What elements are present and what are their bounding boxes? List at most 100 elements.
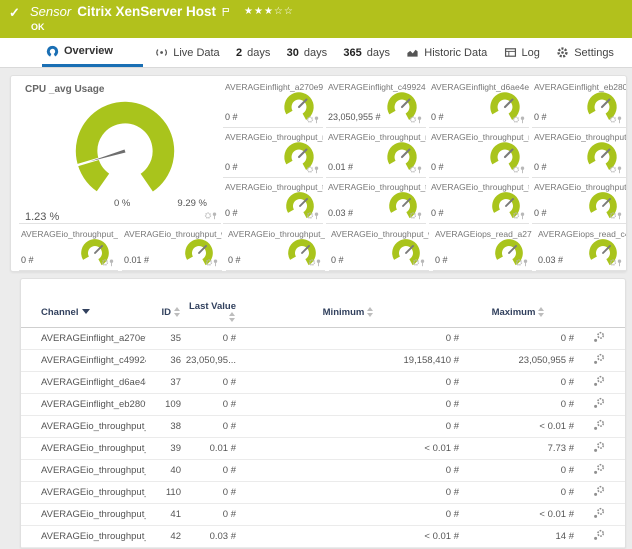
channel-label: AVERAGEio_throughput_write...	[124, 229, 222, 239]
channel-settings-button[interactable]	[576, 353, 621, 368]
tile-gear-and-pin-icons[interactable]	[512, 211, 526, 220]
cpu-gauge-tile[interactable]: CPU _avg Usage 0 % 9.29 % 1.23 %	[19, 81, 221, 224]
chart-icon	[407, 49, 418, 57]
tile-gear-and-pin-icons[interactable]	[609, 258, 623, 267]
tab-overview[interactable]: Overview	[42, 38, 143, 67]
column-header-maximum[interactable]: Maximum	[461, 307, 576, 318]
gauge-tile[interactable]: AVERAGEio_throughput_total... 0 #	[223, 181, 323, 224]
cell-id: 35	[170, 333, 181, 344]
tile-gear-and-pin-icons[interactable]	[609, 211, 623, 220]
cell-maximum: < 0.01 #	[539, 421, 574, 432]
gauge-tile[interactable]: AVERAGEio_throughput_read... 0 #	[223, 131, 323, 178]
gauge-tile[interactable]: AVERAGEinflight_d6ae4e4b 0 #	[429, 81, 529, 128]
gauge-tile[interactable]: AVERAGEiops_read_c499246c 0.03 #	[536, 228, 626, 271]
channel-label: AVERAGEio_throughput_total...	[534, 182, 626, 192]
table-row[interactable]: AVERAGEio_throughput_r... 40 0 # 0 # 0 #	[21, 460, 625, 482]
gauge-tile[interactable]: AVERAGEinflight_eb2809d2 0 #	[532, 81, 626, 128]
gauge-tile[interactable]: AVERAGEio_throughput_write... 0 #	[226, 228, 325, 271]
cell-channel[interactable]: AVERAGEio_throughput_r...	[41, 487, 146, 498]
table-row[interactable]: AVERAGEio_throughput_t... 41 0 # 0 # < 0…	[21, 504, 625, 526]
tab-log[interactable]: Log	[500, 38, 544, 67]
channel-label: AVERAGEio_throughput_total...	[328, 182, 426, 192]
tile-gear-and-pin-icons[interactable]	[306, 115, 320, 124]
gauge-tile[interactable]: AVERAGEio_throughput_write... 0 #	[329, 228, 429, 271]
gauge-tile[interactable]: AVERAGEio_throughput_total... 0 #	[429, 181, 529, 224]
tile-gear-and-pin-icons[interactable]	[308, 258, 322, 267]
channel-settings-button[interactable]	[576, 463, 621, 478]
tile-gear-and-pin-icons[interactable]	[409, 165, 423, 174]
cell-last-value: 0 #	[222, 333, 236, 344]
tab-bar: Overview Live Data 2 days 30 days 365 days …	[0, 38, 632, 68]
status-check-icon: ✓	[9, 5, 20, 20]
channel-settings-button[interactable]	[576, 397, 621, 412]
cell-maximum: 0 #	[560, 377, 574, 388]
gauge-tile[interactable]: AVERAGEio_throughput_read... 0 #	[429, 131, 529, 178]
tile-gear-and-pin-icons[interactable]	[412, 258, 426, 267]
tile-gear-and-pin-icons[interactable]	[609, 115, 623, 124]
column-header-channel[interactable]: Channel	[41, 307, 146, 318]
table-row[interactable]: AVERAGEio_throughput_r... 110 0 # 0 # 0 …	[21, 482, 625, 504]
channel-label: AVERAGEio_throughput_read...	[225, 132, 323, 142]
column-header-last-value[interactable]: Last Value	[181, 301, 236, 323]
priority-stars[interactable]: ★★★☆☆	[244, 6, 294, 17]
gauge-tile[interactable]: AVERAGEio_throughput_write... 0.01 #	[122, 228, 222, 271]
column-header-minimum[interactable]: Minimum	[236, 307, 461, 318]
gauge-tile[interactable]: AVERAGEiops_read_a270e9ff 0 #	[433, 228, 532, 271]
cell-channel[interactable]: AVERAGEinflight_eb2809d2	[41, 399, 146, 410]
table-row[interactable]: AVERAGEinflight_eb2809d2 109 0 # 0 # 0 #	[21, 394, 625, 416]
column-header-id[interactable]: ID	[146, 307, 181, 318]
cell-minimum: 0 #	[445, 333, 459, 344]
flag-icon[interactable]	[222, 6, 230, 18]
tab-historic-data[interactable]: Historic Data	[402, 38, 491, 67]
cell-minimum: < 0.01 #	[424, 443, 459, 454]
tile-gear-and-pin-icons[interactable]	[512, 165, 526, 174]
sort-desc-icon	[82, 309, 91, 315]
tile-gear-and-pin-icons[interactable]	[101, 258, 115, 267]
tab-2-days[interactable]: 2 days	[235, 46, 271, 59]
cell-channel[interactable]: AVERAGEinflight_a270e9ff	[41, 333, 146, 344]
sensor-type-label: Sensor	[30, 4, 72, 19]
tab-settings[interactable]: Settings	[552, 38, 618, 67]
cell-channel[interactable]: AVERAGEinflight_d6ae4e4b	[41, 377, 146, 388]
tile-gear-and-pin-icons[interactable]	[306, 211, 320, 220]
channel-settings-button[interactable]	[576, 331, 621, 346]
table-row[interactable]: AVERAGEinflight_c499246c 36 23,050,95...…	[21, 350, 625, 372]
gauge-tile[interactable]: AVERAGEinflight_a270e9ff 0 #	[223, 81, 323, 128]
gauge-tile[interactable]: AVERAGEio_throughput_read... 0.01 #	[326, 131, 426, 178]
tab-30-days[interactable]: 30 days	[286, 46, 328, 59]
gauge-tile[interactable]: AVERAGEio_throughput_read... 0 #	[532, 131, 626, 178]
tile-gear-and-pin-icons[interactable]	[204, 211, 218, 220]
channel-settings-button[interactable]	[576, 485, 621, 500]
gauge-tile[interactable]: AVERAGEio_throughput_write... 0 #	[19, 228, 118, 271]
tile-gear-and-pin-icons[interactable]	[205, 258, 219, 267]
tab-365-days[interactable]: 365 days	[343, 46, 391, 59]
channel-settings-button[interactable]	[576, 441, 621, 456]
tile-gear-and-pin-icons[interactable]	[409, 115, 423, 124]
tile-gear-and-pin-icons[interactable]	[609, 165, 623, 174]
table-row[interactable]: AVERAGEinflight_d6ae4e4b 37 0 # 0 # 0 #	[21, 372, 625, 394]
channel-settings-button[interactable]	[576, 375, 621, 390]
table-row[interactable]: AVERAGEio_throughput_r... 38 0 # 0 # < 0…	[21, 416, 625, 438]
cell-channel[interactable]: AVERAGEio_throughput_r...	[41, 443, 146, 454]
channel-settings-button[interactable]	[576, 507, 621, 522]
table-row[interactable]: AVERAGEinflight_a270e9ff 35 0 # 0 # 0 #	[21, 328, 625, 350]
tile-gear-and-pin-icons[interactable]	[409, 211, 423, 220]
cell-channel[interactable]: AVERAGEio_throughput_t...	[41, 531, 146, 542]
tile-gear-and-pin-icons[interactable]	[512, 115, 526, 124]
gauge-tile[interactable]: AVERAGEio_throughput_total... 0 #	[532, 181, 626, 224]
cell-channel[interactable]: AVERAGEio_throughput_t...	[41, 509, 146, 520]
cell-channel[interactable]: AVERAGEio_throughput_r...	[41, 421, 146, 432]
tile-gear-and-pin-icons[interactable]	[515, 258, 529, 267]
tile-gear-and-pin-icons[interactable]	[306, 165, 320, 174]
channel-settings-button[interactable]	[576, 419, 621, 434]
gauge-tile[interactable]: AVERAGEinflight_c499246c 23,050,955 #	[326, 81, 426, 128]
table-row[interactable]: AVERAGEio_throughput_t... 42 0.03 # < 0.…	[21, 526, 625, 548]
tab-live-data[interactable]: Live Data	[151, 38, 223, 67]
gauge-tile[interactable]: AVERAGEio_throughput_total... 0.03 #	[326, 181, 426, 224]
gear-icon	[592, 353, 604, 365]
table-row[interactable]: AVERAGEio_throughput_r... 39 0.01 # < 0.…	[21, 438, 625, 460]
cell-channel[interactable]: AVERAGEinflight_c499246c	[41, 355, 146, 366]
cell-channel[interactable]: AVERAGEio_throughput_r...	[41, 465, 146, 476]
gear-icon	[557, 47, 568, 58]
channel-settings-button[interactable]	[576, 529, 621, 544]
